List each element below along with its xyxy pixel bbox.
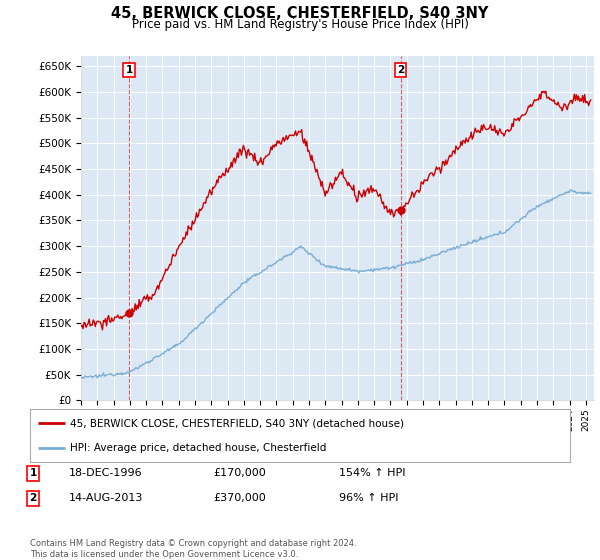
Text: 45, BERWICK CLOSE, CHESTERFIELD, S40 3NY (detached house): 45, BERWICK CLOSE, CHESTERFIELD, S40 3NY… [71, 418, 404, 428]
Text: 154% ↑ HPI: 154% ↑ HPI [339, 468, 406, 478]
Text: 96% ↑ HPI: 96% ↑ HPI [339, 493, 398, 503]
Text: Price paid vs. HM Land Registry's House Price Index (HPI): Price paid vs. HM Land Registry's House … [131, 18, 469, 31]
Text: £170,000: £170,000 [213, 468, 266, 478]
Text: HPI: Average price, detached house, Chesterfield: HPI: Average price, detached house, Ches… [71, 442, 327, 452]
Text: 2: 2 [397, 64, 404, 74]
Text: 45, BERWICK CLOSE, CHESTERFIELD, S40 3NY: 45, BERWICK CLOSE, CHESTERFIELD, S40 3NY [112, 6, 488, 21]
Text: 14-AUG-2013: 14-AUG-2013 [69, 493, 143, 503]
Text: 2: 2 [29, 493, 37, 503]
Text: 18-DEC-1996: 18-DEC-1996 [69, 468, 143, 478]
Text: 1: 1 [125, 64, 133, 74]
Text: £370,000: £370,000 [213, 493, 266, 503]
Text: Contains HM Land Registry data © Crown copyright and database right 2024.
This d: Contains HM Land Registry data © Crown c… [30, 539, 356, 559]
Text: 1: 1 [29, 468, 37, 478]
